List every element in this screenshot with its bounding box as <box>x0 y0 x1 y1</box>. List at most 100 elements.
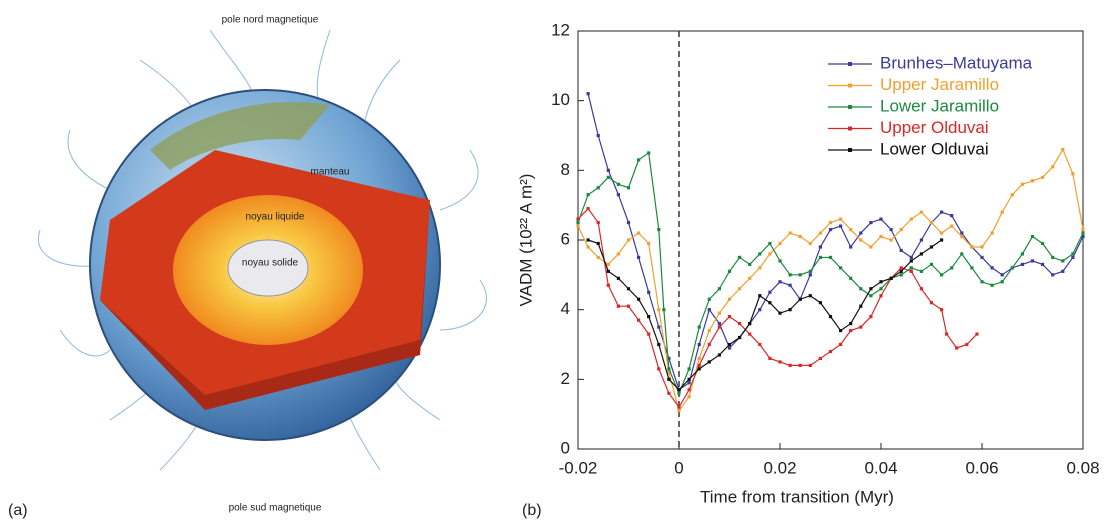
data-point <box>667 391 671 395</box>
data-point <box>818 255 822 260</box>
data-point <box>828 220 833 225</box>
data-point <box>788 273 792 277</box>
data-point <box>717 325 721 329</box>
data-point <box>828 349 833 354</box>
data-point <box>879 294 883 298</box>
data-point <box>637 255 641 260</box>
data-point <box>839 342 843 347</box>
y-tick-label: 0 <box>561 438 570 457</box>
data-point <box>899 227 903 232</box>
data-point <box>869 220 873 225</box>
data-point <box>879 234 883 239</box>
data-point <box>950 224 954 228</box>
data-point <box>808 363 812 367</box>
y-tick-label: 2 <box>561 369 570 388</box>
data-point <box>849 245 853 249</box>
data-point <box>662 308 666 312</box>
data-point <box>677 388 681 392</box>
data-point <box>697 356 701 361</box>
data-point <box>768 301 772 305</box>
legend-swatch <box>848 148 852 152</box>
north-pole-label: pole nord magnetique <box>222 15 319 26</box>
data-point <box>798 297 802 301</box>
data-point <box>586 245 590 249</box>
data-point <box>616 276 620 280</box>
data-point <box>889 276 893 280</box>
data-point <box>798 234 802 239</box>
data-point <box>707 360 711 364</box>
data-point <box>818 301 822 305</box>
data-point <box>727 342 732 347</box>
data-point <box>1061 147 1065 152</box>
data-point <box>758 266 762 270</box>
data-point <box>596 255 600 260</box>
data-point <box>778 259 782 263</box>
data-point <box>1020 252 1024 256</box>
y-axis-title: VADM (10²² A m²) <box>516 174 535 307</box>
data-point <box>940 308 944 312</box>
data-point <box>677 391 681 395</box>
data-point <box>667 370 671 374</box>
data-point <box>1081 234 1085 239</box>
x-tick-label: -0.02 <box>559 458 598 477</box>
series-line <box>587 239 942 391</box>
data-point <box>945 332 949 336</box>
data-point <box>808 241 812 246</box>
data-point <box>1061 269 1065 273</box>
data-point <box>606 175 610 179</box>
data-point <box>657 342 661 347</box>
x-tick-label: 0.04 <box>864 458 897 477</box>
data-point <box>990 231 994 235</box>
data-point <box>788 363 792 367</box>
data-point <box>727 315 732 319</box>
data-point <box>626 220 631 225</box>
data-point <box>1030 179 1035 183</box>
data-point <box>748 276 752 280</box>
outer-core-label: noyau liquide <box>246 212 305 223</box>
data-point <box>980 245 984 249</box>
data-point <box>818 245 822 249</box>
south-pole-label: pole sud magnetique <box>229 503 322 514</box>
data-point <box>919 287 923 291</box>
earth-diagram: pole nord magnetique manteau noyau liqui… <box>37 15 487 514</box>
data-point <box>950 266 954 270</box>
data-point <box>1071 172 1075 176</box>
data-point <box>849 328 853 333</box>
data-point <box>869 287 873 291</box>
data-point <box>596 186 600 190</box>
data-point <box>596 220 600 225</box>
data-point <box>1000 280 1004 284</box>
data-point <box>889 227 893 232</box>
series-line <box>577 151 1084 395</box>
x-tick-label: 0.02 <box>763 458 796 477</box>
data-point <box>1061 259 1065 263</box>
data-point <box>990 266 994 270</box>
legend-swatch <box>848 62 852 66</box>
data-point <box>626 186 631 190</box>
data-point <box>1071 252 1075 256</box>
data-point <box>596 133 600 138</box>
data-point <box>839 224 843 228</box>
data-point <box>929 220 934 225</box>
data-point <box>798 273 802 277</box>
data-point <box>818 356 822 361</box>
data-point <box>849 227 853 232</box>
data-point <box>1041 241 1045 246</box>
data-point <box>657 325 661 329</box>
data-point <box>758 252 762 256</box>
data-point <box>909 255 913 260</box>
data-point <box>909 269 913 273</box>
data-point <box>657 227 661 232</box>
data-point <box>606 262 610 266</box>
data-point <box>778 241 782 246</box>
data-point <box>899 273 903 277</box>
data-point <box>859 231 863 235</box>
data-point <box>909 266 913 270</box>
data-point <box>657 308 661 312</box>
data-point <box>768 252 772 256</box>
data-point <box>955 346 959 350</box>
data-point <box>1030 234 1035 239</box>
data-point <box>768 241 772 246</box>
data-point <box>965 342 969 347</box>
data-point <box>647 332 651 336</box>
